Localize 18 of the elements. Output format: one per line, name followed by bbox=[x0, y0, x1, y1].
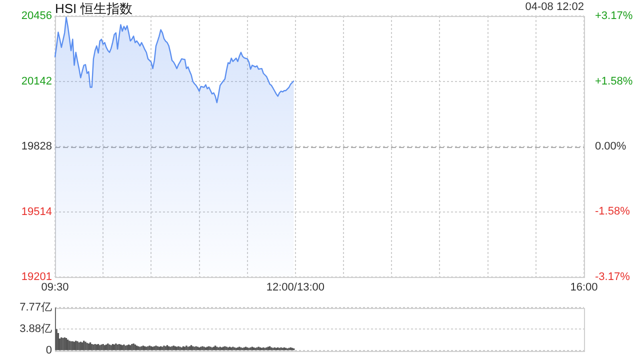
y2-tick-label: -1.58% bbox=[595, 205, 630, 218]
y-tick-label: 19514 bbox=[21, 206, 52, 218]
y-tick-label: 20142 bbox=[21, 75, 52, 88]
y2-tick-label: -3.17% bbox=[595, 270, 630, 283]
x-tick-label: 16:00 bbox=[570, 281, 598, 294]
y-tick-label: 19828 bbox=[21, 140, 52, 153]
y-tick-label: 7.77亿 bbox=[20, 302, 52, 314]
x-tick-label: 12:00/13:00 bbox=[266, 281, 325, 294]
y-tick-label: 20456 bbox=[21, 10, 52, 22]
y2-tick-label: +3.17% bbox=[595, 10, 633, 22]
y-tick-label: 0 bbox=[46, 344, 52, 356]
text: 04-08 12:02 bbox=[525, 1, 584, 13]
x-tick-label: 09:30 bbox=[41, 281, 69, 294]
y-tick-label: 19201 bbox=[21, 270, 52, 283]
y2-tick-label: 0.00% bbox=[595, 140, 626, 152]
chart-title: HSI 恒生指数 bbox=[55, 0, 132, 18]
y2-tick-label: +1.58% bbox=[595, 75, 633, 88]
y-tick-label: 3.88亿 bbox=[20, 323, 52, 336]
